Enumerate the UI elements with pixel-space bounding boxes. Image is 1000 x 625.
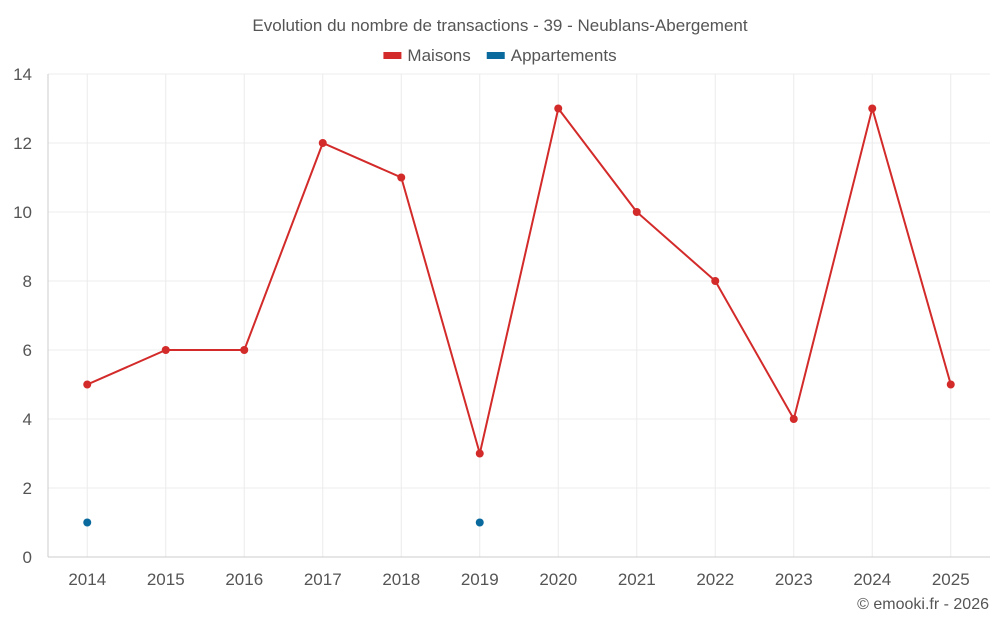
y-tick-label: 14	[13, 65, 32, 84]
maisons-point-2025[interactable]	[946, 380, 955, 389]
x-tick-label: 2018	[382, 570, 420, 589]
appartements-point-2019[interactable]	[475, 518, 484, 527]
maisons-point-2015[interactable]	[161, 346, 170, 354]
x-tick-label: 2021	[618, 570, 656, 589]
maisons-point-2018[interactable]	[397, 173, 406, 182]
x-tick-label: 2016	[225, 570, 263, 589]
y-tick-label: 12	[13, 134, 32, 153]
legend-swatch-appartements	[486, 52, 505, 59]
chart-legend[interactable]: Maisons Appartements	[383, 46, 617, 65]
y-tick-label: 8	[23, 272, 32, 291]
y-tick-label: 6	[23, 341, 32, 360]
legend-label-appartements: Appartements	[511, 46, 617, 65]
maisons-point-2020[interactable]	[554, 104, 563, 113]
series-maisons	[83, 104, 955, 458]
series-appartements	[83, 518, 484, 527]
x-tick-label: 2017	[304, 570, 342, 589]
x-tick-label: 2022	[696, 570, 734, 589]
grid-lines	[48, 73, 990, 557]
y-tick-label: 2	[23, 479, 32, 498]
maisons-line	[86, 104, 952, 454]
series-layer	[83, 104, 955, 527]
maisons-point-2024[interactable]	[868, 104, 877, 113]
x-tick-label: 2024	[853, 570, 891, 589]
appartements-point-2014[interactable]	[83, 518, 92, 527]
y-tick-label: 0	[23, 548, 32, 567]
maisons-point-2019[interactable]	[475, 449, 484, 458]
legend-label-maisons: Maisons	[407, 46, 470, 65]
x-tick-label: 2019	[461, 570, 499, 589]
x-tick-label: 2015	[147, 570, 185, 589]
legend-item-appartements[interactable]: Appartements	[486, 46, 617, 65]
x-tick-label: 2023	[775, 570, 813, 589]
maisons-point-2017[interactable]	[318, 139, 327, 147]
x-tick-label: 2014	[68, 570, 106, 589]
maisons-point-2016[interactable]	[240, 346, 249, 354]
x-tick-label: 2020	[539, 570, 577, 589]
x-tick-label: 2025	[932, 570, 970, 589]
y-tick-label: 4	[23, 410, 32, 429]
axes: 0 2 4 6 8 10 12 14 2014 2015 2016 2017 2018 2019 2020 2…	[13, 65, 990, 589]
credit-text: © emooki.fr - 2026	[857, 596, 989, 613]
maisons-point-2014[interactable]	[83, 380, 92, 389]
maisons-point-2023[interactable]	[789, 415, 798, 423]
chart-title: Evolution du nombre de transactions - 39…	[252, 16, 747, 35]
maisons-point-2022[interactable]	[711, 277, 720, 285]
y-tick-label: 10	[13, 203, 32, 222]
maisons-point-2021[interactable]	[632, 208, 641, 216]
legend-swatch-maisons	[383, 52, 402, 59]
legend-item-maisons[interactable]: Maisons	[383, 46, 471, 65]
